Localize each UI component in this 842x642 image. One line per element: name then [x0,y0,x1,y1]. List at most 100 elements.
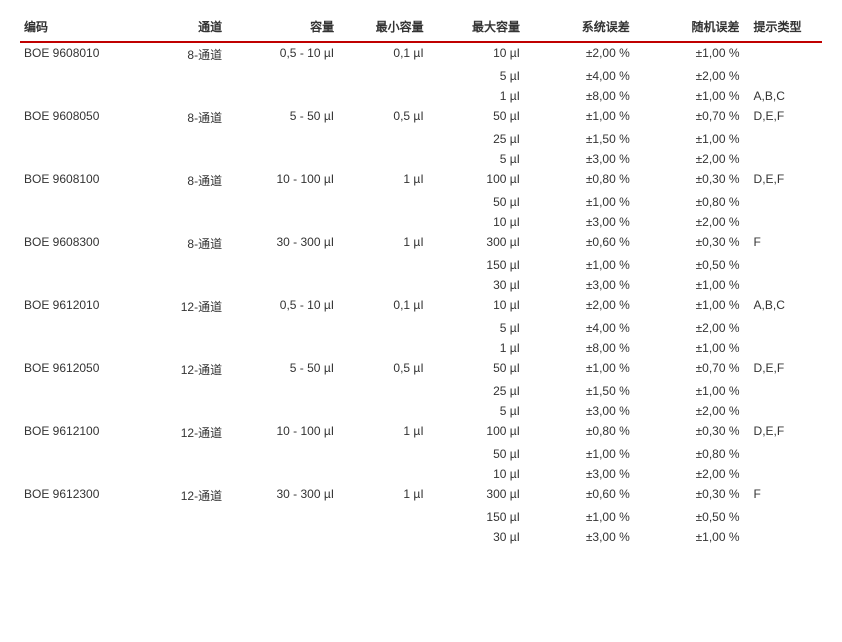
cell-tip: D,E,F [744,106,822,129]
cell-sys: ±3,00 % [524,275,634,295]
cell-rand: ±1,00 % [634,86,744,106]
table-row: 1 µI±8,00 %±1,00 % [20,338,822,358]
cell-min [338,381,428,401]
cell-code: BOE 9608100 [20,169,145,192]
table-row: 5 µI±3,00 %±2,00 % [20,149,822,169]
cell-range: 10 - 100 µI [226,169,338,192]
cell-channel: 12-通道 [145,295,226,318]
col-channel: 通道 [145,12,226,42]
cell-sys: ±1,00 % [524,106,634,129]
cell-range: 5 - 50 µI [226,358,338,381]
cell-min [338,212,428,232]
cell-sys: ±0,60 % [524,232,634,255]
table-row: BOE 96081008-通道10 - 100 µI1 µI100 µI±0,8… [20,169,822,192]
cell-channel: 12-通道 [145,484,226,507]
cell-rand: ±0,30 % [634,169,744,192]
cell-channel: 12-通道 [145,421,226,444]
col-code: 编码 [20,12,145,42]
cell-min: 0,1 µI [338,295,428,318]
cell-range: 30 - 300 µI [226,232,338,255]
cell-tip [744,149,822,169]
cell-channel: 8-通道 [145,106,226,129]
cell-rand: ±2,00 % [634,66,744,86]
cell-max: 5 µI [428,401,524,421]
cell-code: BOE 9608050 [20,106,145,129]
cell-sys: ±4,00 % [524,66,634,86]
cell-tip [744,507,822,527]
cell-tip [744,192,822,212]
table-header-row: 编码 通道 容量 最小容量 最大容量 系统误差 随机误差 提示类型 [20,12,822,42]
table-row: 10 µI±3,00 %±2,00 % [20,464,822,484]
cell-max: 5 µI [428,318,524,338]
cell-rand: ±2,00 % [634,464,744,484]
col-rand: 随机误差 [634,12,744,42]
cell-max: 25 µI [428,381,524,401]
cell-code [20,66,145,86]
cell-channel [145,192,226,212]
cell-tip: D,E,F [744,421,822,444]
cell-rand: ±1,00 % [634,381,744,401]
cell-tip [744,129,822,149]
cell-range [226,149,338,169]
cell-range [226,338,338,358]
cell-max: 10 µI [428,42,524,66]
cell-min [338,255,428,275]
cell-code: BOE 9608300 [20,232,145,255]
cell-range: 0,5 - 10 µI [226,295,338,318]
cell-channel [145,212,226,232]
cell-sys: ±4,00 % [524,318,634,338]
cell-code [20,86,145,106]
cell-range [226,507,338,527]
cell-min: 1 µI [338,421,428,444]
table-row: BOE 96080508-通道5 - 50 µI0,5 µI50 µI±1,00… [20,106,822,129]
table-row: 1 µI±8,00 %±1,00 %A,B,C [20,86,822,106]
cell-max: 10 µI [428,212,524,232]
cell-channel [145,318,226,338]
cell-min [338,192,428,212]
cell-channel [145,66,226,86]
cell-min [338,149,428,169]
cell-tip [744,381,822,401]
cell-code [20,212,145,232]
cell-code [20,192,145,212]
cell-rand: ±1,00 % [634,338,744,358]
cell-max: 300 µI [428,232,524,255]
cell-sys: ±1,00 % [524,192,634,212]
table-row: 150 µI±1,00 %±0,50 % [20,255,822,275]
cell-sys: ±2,00 % [524,295,634,318]
cell-channel [145,401,226,421]
cell-sys: ±1,00 % [524,255,634,275]
cell-tip: F [744,232,822,255]
cell-channel: 12-通道 [145,358,226,381]
cell-code [20,275,145,295]
cell-code: BOE 9612050 [20,358,145,381]
table-row: 150 µI±1,00 %±0,50 % [20,507,822,527]
cell-channel [145,255,226,275]
cell-tip [744,318,822,338]
cell-rand: ±2,00 % [634,212,744,232]
table-row: BOE 96083008-通道30 - 300 µI1 µI300 µI±0,6… [20,232,822,255]
table-row: BOE 961201012-通道0,5 - 10 µI0,1 µI10 µI±2… [20,295,822,318]
cell-code [20,444,145,464]
cell-channel [145,149,226,169]
spec-table: 编码 通道 容量 最小容量 最大容量 系统误差 随机误差 提示类型 BOE 96… [20,12,822,547]
cell-rand: ±1,00 % [634,527,744,547]
cell-max: 25 µI [428,129,524,149]
cell-max: 10 µI [428,464,524,484]
cell-tip: A,B,C [744,86,822,106]
col-sys: 系统误差 [524,12,634,42]
cell-channel [145,444,226,464]
cell-max: 100 µI [428,421,524,444]
cell-sys: ±1,00 % [524,507,634,527]
cell-channel [145,86,226,106]
cell-sys: ±1,50 % [524,381,634,401]
table-row: 5 µI±4,00 %±2,00 % [20,318,822,338]
cell-max: 50 µI [428,444,524,464]
cell-rand: ±2,00 % [634,149,744,169]
cell-code: BOE 9612010 [20,295,145,318]
cell-channel: 8-通道 [145,232,226,255]
table-row: 50 µI±1,00 %±0,80 % [20,444,822,464]
cell-max: 30 µI [428,527,524,547]
cell-max: 10 µI [428,295,524,318]
cell-rand: ±0,50 % [634,507,744,527]
